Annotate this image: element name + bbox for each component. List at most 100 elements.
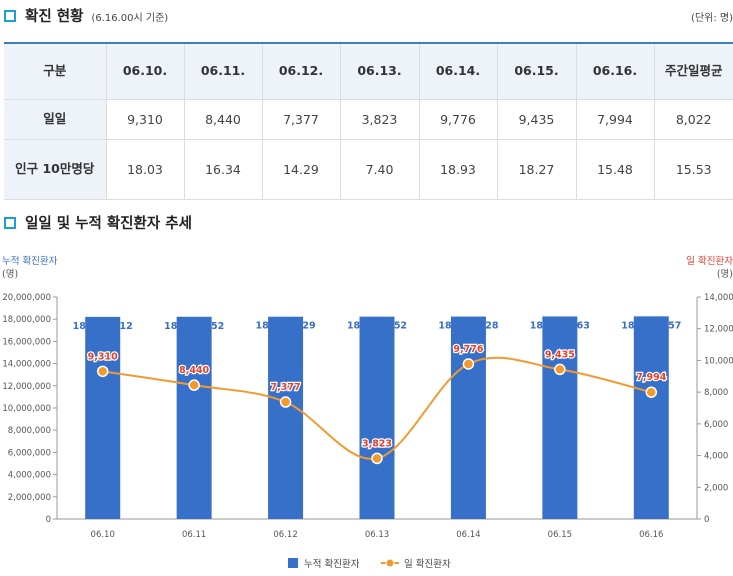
header-date: 06.15. <box>496 43 577 100</box>
bar <box>268 316 304 519</box>
x-tick-label: 06.10 <box>91 530 115 540</box>
left-tick-label: 4,000,000 <box>8 471 51 481</box>
legend-bar-swatch <box>288 558 298 568</box>
reference-time: (6.16.00시 기준) <box>91 13 169 24</box>
bar-value-label: 18,248,463 <box>530 320 590 331</box>
line-point <box>554 363 566 376</box>
line-point <box>96 365 109 378</box>
line-value-label: 3,823 <box>362 438 392 449</box>
line-value-label: 8,440 <box>179 365 209 376</box>
bar-value-label: 18,209,612 <box>73 321 133 332</box>
line-value-label: 7,377 <box>271 382 301 393</box>
table-cell: 9,310 <box>105 99 185 140</box>
table-cell: 9,435 <box>496 99 577 140</box>
x-tick-label: 06.15 <box>548 530 572 540</box>
left-tick-label: 20,000,000 <box>2 293 51 303</box>
legend-line-marker <box>385 558 395 568</box>
right-tick-label: 6,000 <box>704 420 728 430</box>
right-tick-label: 2,000 <box>704 483 728 493</box>
left-tick-label: 16,000,000 <box>2 337 51 347</box>
line-point <box>645 386 658 398</box>
trend-title: 일일 및 누적 확진환자 추세 <box>25 216 192 232</box>
left-tick-label: 18,000,000 <box>2 315 51 325</box>
x-tick-label: 06.13 <box>365 530 389 540</box>
x-tick-label: 06.14 <box>456 530 480 540</box>
left-axis-title-line2: (명) <box>2 269 18 280</box>
right-axis-title-line2: (명) <box>717 269 733 280</box>
left-axis-title-line1: 누적 확진환자 <box>2 255 58 267</box>
header-date: 06.12. <box>261 43 341 100</box>
table-cell: 14.29 <box>261 139 341 200</box>
row-label-per-100k: 인구 10만명당 <box>4 139 107 200</box>
x-tick-label: 06.12 <box>273 530 297 540</box>
bar <box>542 316 578 519</box>
header-date: 06.14. <box>418 43 498 100</box>
table-cell: 7.40 <box>339 139 420 200</box>
header-date: 06.10. <box>105 43 185 100</box>
left-tick-label: 8,000,000 <box>8 426 51 436</box>
line-point <box>462 358 475 370</box>
header-weekly-average: 주간일평균 <box>653 43 733 100</box>
line-point <box>371 452 383 465</box>
bar <box>633 316 669 519</box>
line-point <box>188 379 200 391</box>
left-tick-label: 12,000,000 <box>2 382 51 392</box>
table-cell: 3,823 <box>339 99 420 140</box>
bar-value-label: 18,229,252 <box>347 321 407 332</box>
bar-value-label: 18,256,457 <box>621 320 681 331</box>
header-date: 06.11. <box>183 43 263 100</box>
table-cell: 8,022 <box>653 99 733 140</box>
trend-chart: 누적 확진환자 (명) 일 확진환자 (명) 0 2,000,000 4,000,000 6,… <box>2 255 733 570</box>
right-tick-label: 8,000 <box>704 388 728 398</box>
line-value-label: 9,310 <box>88 351 118 362</box>
bar-value-label: 18,225,429 <box>256 321 316 332</box>
left-tick-label: 2,000,000 <box>8 493 51 503</box>
x-tick-label: 06.11 <box>182 530 206 540</box>
unit-label: (단위: 명) <box>691 13 733 24</box>
right-tick-label: 14,000 <box>704 293 733 303</box>
line-value-label: 9,435 <box>545 349 575 360</box>
left-tick-label: 6,000,000 <box>8 448 51 458</box>
trend-header: 일일 및 누적 확진환자 추세 <box>4 212 192 233</box>
table-header-row: 구분 06.10. 06.11. 06.12. 06.13. 06.14. 06… <box>4 43 733 100</box>
bar <box>85 316 121 519</box>
x-tick-label: 06.16 <box>639 530 663 540</box>
table-row-per-100k: 인구 10만명당 18.03 16.34 14.29 7.40 18.93 18… <box>4 139 733 200</box>
right-tick-label: 4,000 <box>704 452 728 462</box>
table-cell: 18.93 <box>418 139 498 200</box>
table-cell: 16.34 <box>183 139 263 200</box>
legend-line-label: 일 확진환자 <box>404 558 451 570</box>
bar-value-label: 18,239,028 <box>438 321 498 332</box>
daily-status-header: 확진 현황 (6.16.00시 기준) <box>4 5 168 26</box>
line-value-label: 7,994 <box>636 372 666 383</box>
table-cell: 18.27 <box>496 139 577 200</box>
header-date: 06.13. <box>339 43 420 100</box>
header-category: 구분 <box>4 43 107 100</box>
row-label-daily: 일일 <box>4 99 107 140</box>
table-cell: 7,377 <box>261 99 341 140</box>
left-tick-label: 10,000,000 <box>2 404 51 414</box>
daily-status-title: 확진 현황 <box>25 9 84 25</box>
right-tick-label: 0 <box>704 515 709 525</box>
table-cell: 7,994 <box>575 99 655 140</box>
legend-bar-label: 누적 확진환자 <box>304 558 360 570</box>
left-tick-label: 0 <box>46 515 51 525</box>
table-cell: 18.03 <box>105 139 185 200</box>
table-cell: 15.48 <box>575 139 655 200</box>
bar <box>450 316 486 519</box>
bar-value-label: 18,218,052 <box>164 321 224 332</box>
section-square-icon <box>4 9 16 22</box>
line-value-label: 9,776 <box>453 344 483 355</box>
table-cell: 9,776 <box>418 99 498 140</box>
table-cell: 8,440 <box>183 99 263 140</box>
bar <box>176 316 212 519</box>
right-tick-label: 10,000 <box>704 356 733 366</box>
status-table: 구분 06.10. 06.11. 06.12. 06.13. 06.14. 06… <box>4 42 733 200</box>
section-square-icon <box>4 216 16 229</box>
table-row-daily: 일일 9,310 8,440 7,377 3,823 9,776 9,435 7… <box>4 99 733 140</box>
right-tick-label: 12,000 <box>704 325 733 335</box>
left-tick-label: 14,000,000 <box>2 360 51 370</box>
line-point <box>279 396 292 408</box>
bar <box>359 316 395 519</box>
right-axis-title-line1: 일 확진환자 <box>686 255 733 267</box>
